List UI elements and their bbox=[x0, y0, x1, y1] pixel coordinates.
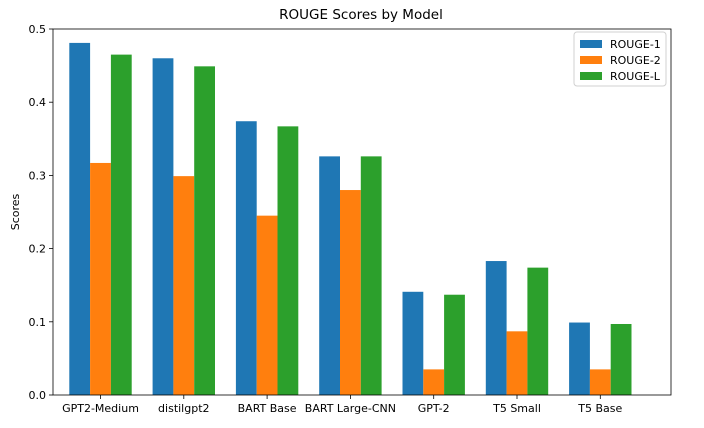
bar-rouge-l-3 bbox=[360, 156, 382, 395]
x-tick-label: GPT2-Medium bbox=[62, 402, 139, 415]
plot-frame bbox=[52, 28, 672, 396]
x-tick-label: T5 Small bbox=[492, 402, 541, 415]
bar-rouge-1-5 bbox=[485, 261, 507, 395]
chart-title: ROUGE Scores by Model bbox=[279, 7, 443, 23]
bar-rouge-1-0 bbox=[69, 42, 91, 396]
bar-rouge-2-1 bbox=[173, 176, 195, 395]
bar-rouge-1-3 bbox=[319, 156, 340, 395]
legend-label: ROUGE-L bbox=[610, 70, 661, 83]
x-tick-label: BART Base bbox=[238, 402, 297, 415]
legend-swatch-rouge-l bbox=[580, 72, 602, 80]
x-tick-label: distilgpt2 bbox=[158, 402, 209, 415]
y-tick-label: 0.0 bbox=[29, 389, 47, 402]
bar-rouge-l-0 bbox=[110, 54, 132, 396]
legend-swatch-rouge-1 bbox=[580, 40, 602, 48]
bar-rouge-1-2 bbox=[235, 121, 257, 396]
y-tick-label: 0.2 bbox=[29, 243, 47, 256]
bar-rouge-l-4 bbox=[444, 294, 465, 395]
bar-rouge-l-2 bbox=[277, 126, 299, 395]
bar-rouge-2-3 bbox=[340, 190, 361, 395]
bar-rouge-l-5 bbox=[527, 267, 549, 395]
bar-rouge-2-4 bbox=[423, 369, 445, 395]
bar-rouge-2-2 bbox=[256, 215, 278, 395]
bar-rouge-2-0 bbox=[90, 162, 111, 395]
legend-label: ROUGE-2 bbox=[610, 54, 661, 67]
bar-rouge-1-6 bbox=[569, 322, 590, 395]
bar-rouge-l-1 bbox=[194, 66, 215, 395]
y-tick-label: 0.3 bbox=[29, 169, 47, 182]
x-tick-label: GPT-2 bbox=[418, 402, 450, 415]
legend: ROUGE-1 ROUGE-2 ROUGE-L bbox=[573, 31, 667, 87]
bar-rouge-2-5 bbox=[506, 331, 528, 395]
bar-rouge-1-4 bbox=[402, 291, 424, 395]
bar-rouge-2-6 bbox=[589, 369, 611, 395]
y-tick-label: 0.5 bbox=[29, 23, 47, 36]
bar-rouge-1-1 bbox=[152, 58, 174, 395]
legend-label: ROUGE-1 bbox=[610, 38, 661, 51]
bar-rouge-l-6 bbox=[610, 323, 632, 395]
y-tick-label: 0.1 bbox=[29, 316, 47, 329]
x-tick-label: BART Large-CNN bbox=[305, 402, 396, 415]
y-axis-title: Scores bbox=[9, 193, 22, 230]
y-tick-label: 0.4 bbox=[29, 96, 47, 109]
x-tick-label: T5 Base bbox=[577, 402, 622, 415]
plot-area: GPT2-Medium distilgpt2 BART Base BART Large… bbox=[29, 23, 672, 415]
legend-swatch-rouge-2 bbox=[580, 56, 602, 64]
